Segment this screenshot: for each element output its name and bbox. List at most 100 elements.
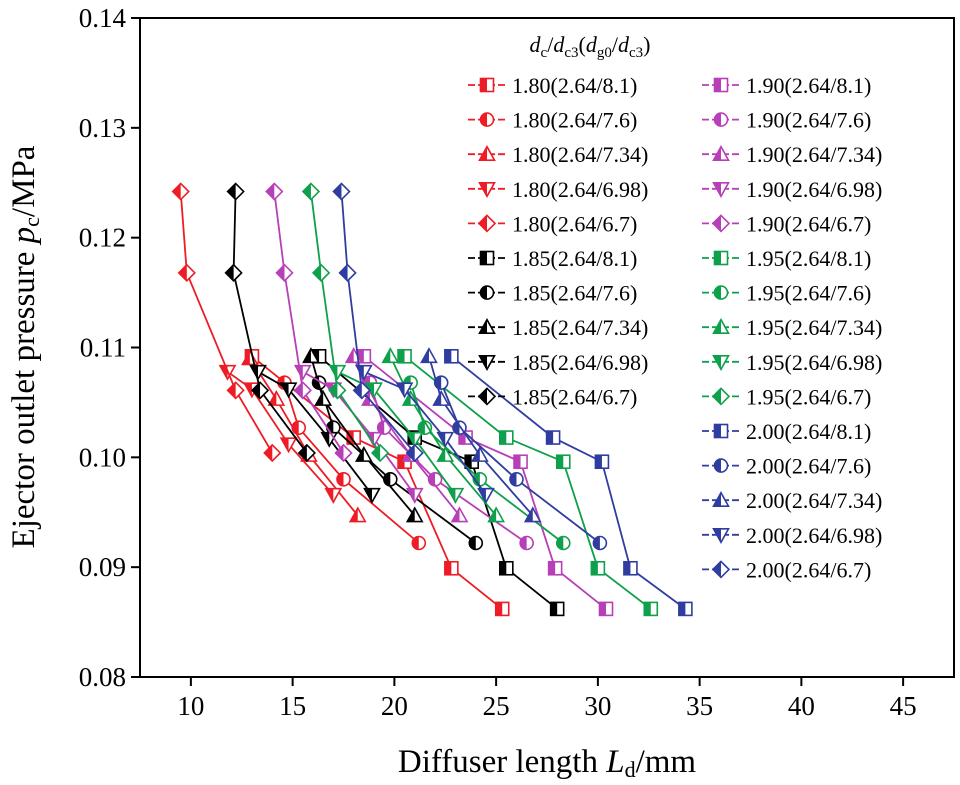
data-point: [361, 389, 379, 406]
data-point: [519, 535, 534, 551]
legend-label: 1.85(2.64/6.7): [512, 384, 637, 409]
legend-item: 1.80(2.64/6.98): [468, 177, 648, 202]
data-point: [226, 182, 245, 201]
data-point: [263, 443, 282, 463]
legend-label: 1.80(2.64/6.7): [512, 211, 637, 236]
legend-marker: [478, 145, 496, 161]
legend-marker: [479, 112, 495, 127]
data-point: [494, 601, 510, 617]
legend-marker: [711, 387, 731, 406]
y-tick-label: 0.10: [79, 442, 126, 472]
legend-label: 1.85(2.64/7.34): [512, 315, 648, 340]
legend-marker: [477, 214, 497, 233]
series-line: [340, 191, 416, 454]
legend-label: 1.90(2.64/6.98): [746, 177, 882, 202]
data-point: [405, 431, 424, 448]
data-point: [433, 375, 449, 390]
x-tick-label: 10: [177, 691, 204, 721]
x-tick-label: 45: [890, 691, 917, 721]
legend-label: 1.95(2.64/8.1): [746, 246, 871, 271]
legend-marker: [477, 387, 497, 406]
legend-label: 1.85(2.64/8.1): [512, 246, 637, 271]
legend-marker: [478, 354, 496, 371]
legend-marker: [479, 285, 495, 300]
series-line: [232, 191, 308, 454]
legend-item: 1.95(2.64/6.7): [702, 384, 871, 409]
data-point: [250, 381, 270, 400]
data-point: [594, 454, 610, 470]
legend-label: 1.90(2.64/6.7): [746, 211, 871, 236]
data-point: [547, 560, 563, 576]
series-line: [179, 191, 274, 454]
legend-label: 2.00(2.64/8.1): [746, 419, 871, 444]
data-point: [549, 601, 565, 617]
data-point: [354, 445, 373, 462]
data-point: [678, 601, 693, 617]
legend-marker: [713, 423, 729, 439]
data-point: [275, 263, 294, 282]
series-1.80(2.64/7.6): [277, 375, 427, 551]
legend-item: 1.85(2.64/7.6): [468, 281, 637, 306]
legend-item: 1.90(2.64/8.1): [702, 73, 871, 98]
legend-label: 2.00(2.64/6.98): [746, 523, 882, 548]
series-1.85(2.64/6.98): [249, 364, 381, 504]
series-line: [363, 370, 487, 496]
series-2.00(2.64/6.7): [332, 182, 424, 463]
legend-marker: [712, 491, 730, 508]
series-line: [440, 382, 601, 544]
legend-marker: [478, 182, 496, 198]
series-line: [226, 370, 334, 496]
legend-item: 1.95(2.64/7.6): [702, 281, 871, 306]
y-tick-label: 0.08: [79, 662, 126, 692]
series-line: [389, 355, 497, 517]
series-line: [257, 370, 373, 496]
data-point: [450, 506, 469, 523]
y-tick-label: 0.09: [79, 552, 126, 582]
legend-marker: [479, 77, 495, 93]
legend-item: 1.95(2.64/6.98): [702, 350, 882, 375]
legend-item: 1.85(2.64/6.98): [468, 350, 648, 375]
data-point: [555, 535, 571, 551]
data-point: [328, 381, 347, 400]
data-point: [477, 487, 495, 504]
data-point: [352, 381, 371, 400]
data-point: [523, 506, 542, 523]
legend-marker: [711, 560, 731, 579]
data-point: [291, 420, 307, 435]
data-point: [381, 347, 400, 364]
legend-label: 1.85(2.64/6.98): [512, 350, 648, 375]
data-point: [405, 506, 424, 523]
legend-label: 1.95(2.64/7.34): [746, 315, 882, 340]
legend-marker: [712, 145, 730, 161]
legend-label: 1.90(2.64/7.34): [746, 142, 882, 167]
data-point: [363, 487, 381, 504]
legend-marker: [713, 285, 729, 300]
legend-label: 1.85(2.64/7.6): [512, 281, 637, 306]
series-line: [310, 356, 416, 517]
legend: 1.80(2.64/8.1) 1.80(2.64/7.6) 1.80(2.64/7.…: [468, 73, 882, 582]
legend-label: 2.00(2.64/7.6): [746, 454, 871, 479]
data-point: [405, 487, 424, 504]
data-point: [420, 347, 438, 364]
data-point: [432, 389, 451, 406]
legend-label: 2.00(2.64/7.34): [746, 488, 882, 513]
data-point: [397, 348, 412, 364]
legend-item: 1.80(2.64/7.6): [468, 108, 637, 133]
x-tick-label: 25: [483, 691, 510, 721]
series-line: [310, 191, 381, 454]
data-point: [297, 443, 317, 463]
data-point: [336, 471, 351, 487]
data-point: [444, 348, 459, 364]
y-tick-label: 0.12: [79, 223, 126, 253]
legend-label: 1.95(2.64/7.6): [746, 281, 871, 306]
series-line: [428, 356, 534, 517]
legend-label: 2.00(2.64/6.7): [746, 557, 871, 582]
legend-item: 1.85(2.64/7.34): [468, 315, 648, 340]
data-point: [545, 430, 561, 445]
legend-item: 1.90(2.64/6.7): [702, 211, 871, 236]
legend-marker: [712, 354, 730, 371]
data-point: [436, 431, 455, 448]
y-tick-label: 0.11: [80, 333, 126, 363]
